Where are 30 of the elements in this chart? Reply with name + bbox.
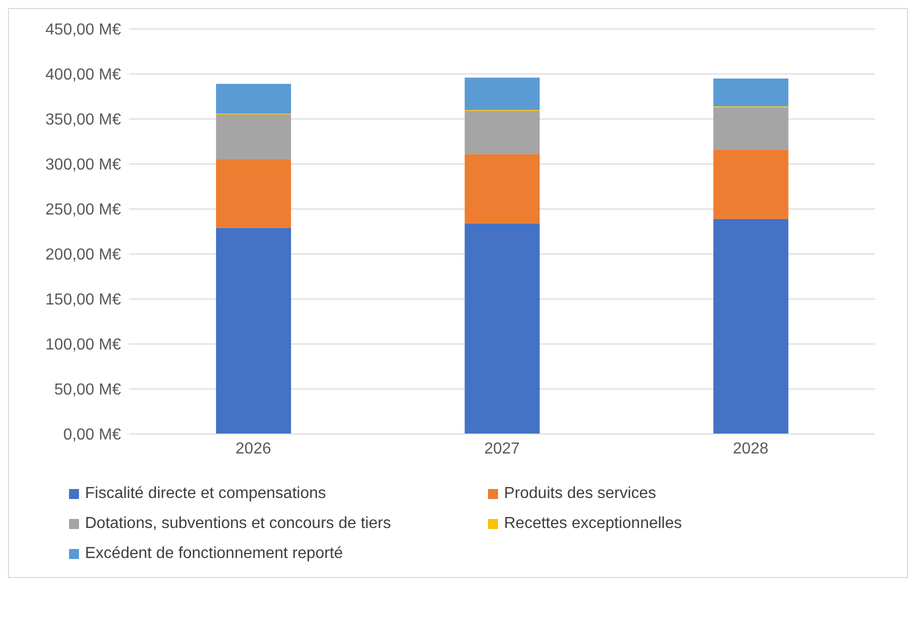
x-tick-label: 2028	[732, 440, 769, 458]
legend-label: Dotations, subventions et concours de tiers	[85, 515, 391, 533]
y-tick-label: 0,00 M€	[63, 426, 122, 444]
y-tick-label: 350,00 M€	[45, 112, 122, 129]
y-tick-label: 250,00 M€	[45, 202, 122, 219]
legend-label: Recettes exceptionnelles	[504, 515, 682, 533]
y-tick-label: 150,00 M€	[45, 292, 122, 309]
bar	[464, 110, 540, 154]
bar	[216, 114, 292, 160]
bar	[464, 154, 540, 224]
bar	[713, 78, 788, 106]
bar	[216, 228, 292, 434]
bar	[464, 78, 540, 110]
y-tick-label: 450,00 M€	[45, 22, 122, 39]
legend-label: Fiscalité directe et compensations	[85, 485, 326, 503]
y-tick-label: 300,00 M€	[45, 156, 122, 174]
bar	[713, 107, 788, 150]
x-tick-label: 2026	[236, 440, 272, 458]
bar	[216, 160, 292, 228]
bar	[713, 218, 788, 434]
y-tick-label: 200,00 M€	[45, 246, 122, 264]
y-tick-label: 100,00 M€	[45, 336, 122, 354]
legend-label: Produits des services	[504, 485, 656, 503]
y-tick-label: 50,00 M€	[54, 382, 122, 399]
y-tick-label: 400,00 M€	[45, 66, 122, 84]
x-tick-label: 2027	[484, 440, 520, 458]
bar	[464, 223, 540, 434]
bar	[713, 150, 788, 219]
legend-label: Excédent de fonctionnement reporté	[85, 545, 343, 563]
bar	[216, 84, 292, 114]
